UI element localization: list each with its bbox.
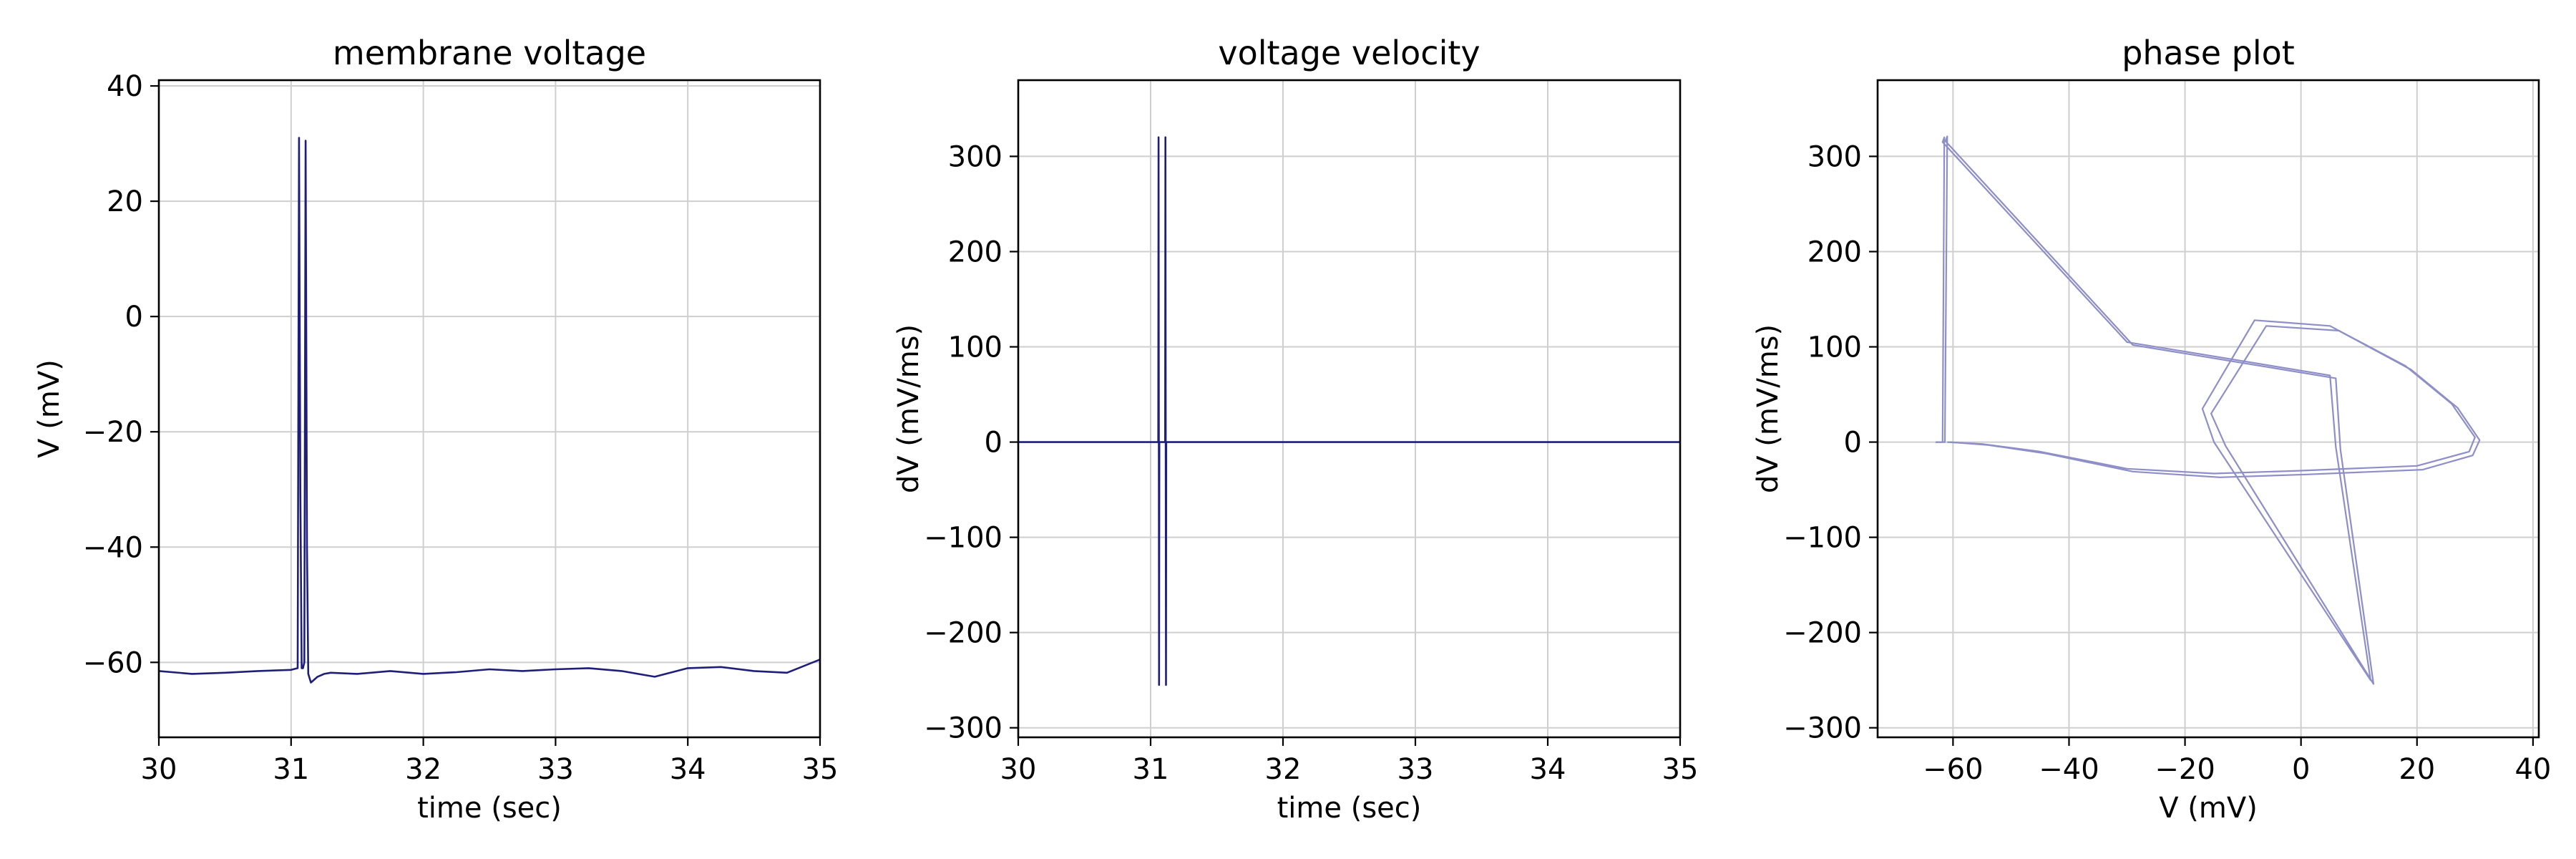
y-tick-label: −20 xyxy=(83,416,143,449)
y-tick-label: 40 xyxy=(107,70,143,103)
x-tick-label: 35 xyxy=(1662,753,1699,786)
y-axis-label: dV (mV/ms) xyxy=(892,324,925,493)
y-tick-label: 300 xyxy=(1807,140,1862,173)
x-tick-label: 0 xyxy=(2292,753,2310,786)
panel-2: 30 31 32 33 34 35 −300 −200 −100 0 100 200 300 voltag… xyxy=(892,34,1698,825)
y-tick-label: −100 xyxy=(924,522,1002,555)
y-axis-label: V (mV) xyxy=(33,359,66,458)
y-tick-label: 0 xyxy=(1844,427,1862,460)
y-tick-label: 0 xyxy=(985,427,1002,460)
y-tick-label: 100 xyxy=(1807,331,1862,364)
x-tick-label: −40 xyxy=(2039,753,2099,786)
series-line-1 xyxy=(158,137,821,684)
y-tick-label: −100 xyxy=(1783,522,1862,555)
x-tick-label: 34 xyxy=(1530,753,1566,786)
y-tick-label: 200 xyxy=(1807,236,1862,268)
x-tick-label: 32 xyxy=(1265,753,1302,786)
x-tick-label: 40 xyxy=(2514,753,2551,786)
y-tick-label: 0 xyxy=(125,301,143,334)
x-axis-label: V (mV) xyxy=(2159,792,2258,825)
y-tick-label: 100 xyxy=(948,331,1002,364)
y-tick-label: −200 xyxy=(1783,617,1862,650)
series-line-1 xyxy=(1018,136,1680,686)
x-tick-label: 31 xyxy=(273,753,309,786)
chart-title: phase plot xyxy=(2122,34,2295,72)
axes-frame xyxy=(1876,79,2540,739)
x-tick-label: 31 xyxy=(1133,753,1169,786)
x-tick-label: 32 xyxy=(405,753,441,786)
x-tick-label: 34 xyxy=(670,753,706,786)
panel-1: 30 31 32 33 34 35 −60 −40 −20 0 20 40 membrane volta… xyxy=(33,34,838,825)
panel-3: −60 −40 −20 0 20 40−300−200−1000100200300phas… xyxy=(1752,34,2551,825)
series-line-1 xyxy=(1936,136,2476,681)
y-tick-label: −40 xyxy=(83,531,143,564)
y-tick-label: 300 xyxy=(948,140,1002,173)
series-line-2 xyxy=(1936,135,2481,685)
y-tick-label: −60 xyxy=(83,646,143,679)
axes-frame xyxy=(1017,79,1682,739)
x-tick-label: −60 xyxy=(1923,753,1983,786)
x-tick-label: 20 xyxy=(2399,753,2435,786)
axes-frame xyxy=(157,79,821,739)
x-tick-label: −20 xyxy=(2155,753,2215,786)
x-tick-label: 33 xyxy=(1397,753,1434,786)
chart-title: voltage velocity xyxy=(1218,34,1480,72)
y-tick-label: 20 xyxy=(107,185,143,218)
x-tick-label: 30 xyxy=(1000,753,1037,786)
chart-title: membrane voltage xyxy=(333,34,646,72)
y-tick-label: 200 xyxy=(948,236,1002,268)
y-tick-label: −200 xyxy=(924,617,1002,650)
y-tick-label: −300 xyxy=(924,712,1002,745)
x-tick-label: 35 xyxy=(802,753,839,786)
x-tick-label: 33 xyxy=(537,753,574,786)
y-tick-label: −300 xyxy=(1783,712,1862,745)
y-axis-label: dV (mV/ms) xyxy=(1752,324,1785,493)
x-axis-label: time (sec) xyxy=(417,792,562,825)
x-tick-label: 30 xyxy=(141,753,177,786)
x-axis-label: time (sec) xyxy=(1277,792,1422,825)
